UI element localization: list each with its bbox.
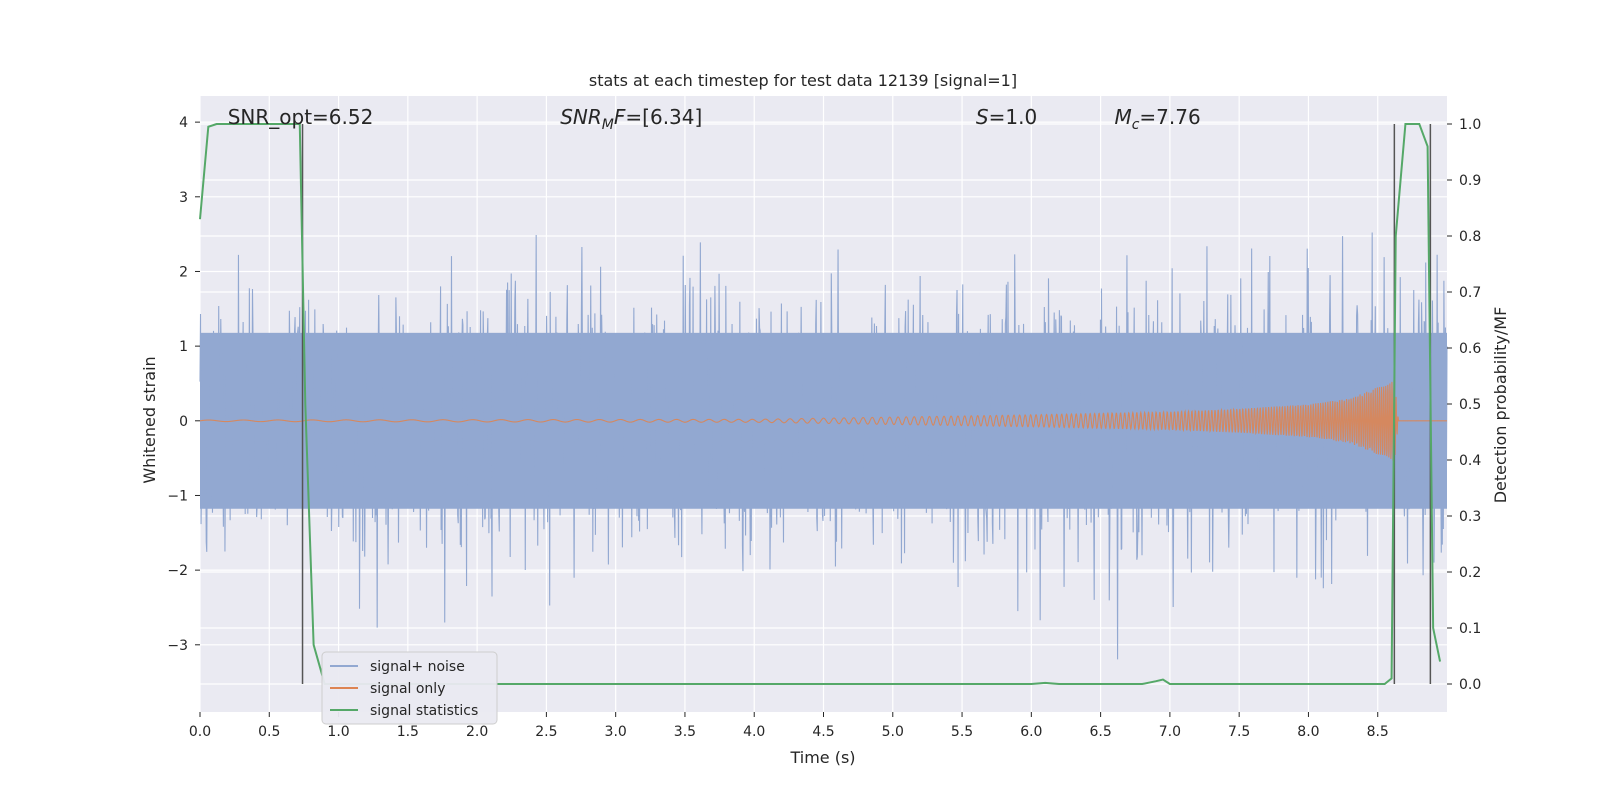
legend-label: signal+ noise xyxy=(370,659,465,675)
x-tick-label: 8.5 xyxy=(1367,724,1389,740)
annotation-mc: Mc=7.76 xyxy=(1114,105,1200,133)
chart-title: stats at each timestep for test data 121… xyxy=(589,71,1017,90)
x-tick-label: 5.0 xyxy=(882,724,904,740)
y-axis-right-label: Detection probability/MF xyxy=(1491,307,1510,504)
x-tick-label: 0.5 xyxy=(258,724,280,740)
annotation-s: S=1.0 xyxy=(976,105,1037,129)
ticks: 0.0 0.5 1.0 1.5 2.0 2.5 3.0 3.5 4.0 4.5 5.0 5.5 6.0 6… xyxy=(167,115,1481,740)
y-tick-label: 0 xyxy=(179,414,188,430)
y-right-tick-label: 0.7 xyxy=(1459,285,1481,301)
legend-box xyxy=(321,651,498,725)
x-tick-label: 3.5 xyxy=(674,724,696,740)
legend: signal+ noise signal only signal statistic… xyxy=(321,651,498,725)
y-right-tick-label: 0.2 xyxy=(1459,565,1481,581)
x-tick-label: 8.0 xyxy=(1297,724,1319,740)
y-tick-label: 1 xyxy=(179,339,188,355)
series-signal-noise xyxy=(199,232,1448,660)
y-right-tick-label: 0.9 xyxy=(1459,173,1481,189)
series-signal-statistics xyxy=(199,123,1442,685)
y-tick-label: 2 xyxy=(179,264,188,280)
x-tick-label: 2.5 xyxy=(535,724,557,740)
x-tick-label: 6.5 xyxy=(1089,724,1111,740)
y-tick-label: −1 xyxy=(167,488,188,504)
x-tick-label: 7.0 xyxy=(1159,724,1181,740)
y-right-tick-label: 0.1 xyxy=(1459,621,1481,637)
y-right-tick-label: 0.8 xyxy=(1459,229,1481,245)
x-axis-label: Time (s) xyxy=(789,748,855,767)
annotation-snr-mf: SNRMF=[6.34] xyxy=(560,105,702,133)
y-right-tick-label: 0.3 xyxy=(1459,509,1481,525)
x-tick-label: 5.5 xyxy=(951,724,973,740)
x-tick-label: 4.5 xyxy=(812,724,834,740)
x-tick-label: 1.5 xyxy=(397,724,419,740)
y-right-tick-label: 0.0 xyxy=(1459,677,1481,693)
annotation-snr-opt: SNR_opt=6.52 xyxy=(228,105,374,129)
x-tick-label: 7.5 xyxy=(1228,724,1250,740)
x-tick-label: 6.0 xyxy=(1020,724,1042,740)
x-tick-label: 2.0 xyxy=(466,724,488,740)
x-tick-label: 4.0 xyxy=(743,724,765,740)
y-tick-label: 4 xyxy=(179,115,188,131)
x-tick-label: 1.0 xyxy=(327,724,349,740)
y-tick-label: −3 xyxy=(167,638,188,654)
annotations: SNR_opt=6.52 SNRMF=[6.34] S=1.0 Mc=7.76 xyxy=(228,105,1201,133)
y-right-tick-label: 0.6 xyxy=(1459,341,1481,357)
series-layer xyxy=(199,123,1448,685)
legend-label: signal only xyxy=(370,681,445,697)
y-right-tick-label: 0.4 xyxy=(1459,453,1481,469)
y-tick-label: 3 xyxy=(179,190,188,206)
series-signal-only xyxy=(199,380,1447,461)
y-axis-label: Whitened strain xyxy=(140,356,159,483)
legend-label: signal statistics xyxy=(370,703,478,719)
y-tick-label: −2 xyxy=(167,563,188,579)
y-right-tick-label: 0.5 xyxy=(1459,397,1481,413)
y-right-tick-label: 1.0 xyxy=(1459,117,1481,133)
x-tick-label: 3.0 xyxy=(605,724,627,740)
x-tick-label: 0.0 xyxy=(189,724,211,740)
